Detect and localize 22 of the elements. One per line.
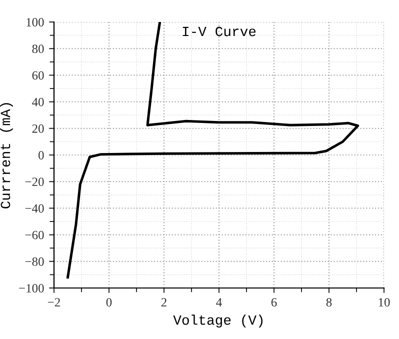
x-tick-label: −2 [48,298,60,306]
x-tick-label: 0 [106,298,112,307]
y-axis-title: Currrent (mA) [0,103,13,208]
x-tick-label: 10 [378,298,390,307]
chart-title: I-V Curve [182,26,256,36]
y-tick-label: 20 [32,124,44,133]
y-tick-label: 60 [32,71,44,80]
y-tick-label: 40 [32,98,44,106]
x-tick-label: 2 [161,298,166,306]
x-axis-title: Voltage (V) [173,314,263,328]
y-tick-label: 100 [26,18,44,26]
line-series [66,22,360,279]
y-tick-label: −100 [19,284,44,292]
y-tick-label: 80 [32,44,44,54]
y-tick-label: −80 [25,257,44,266]
y-tick-label: 0 [38,151,44,160]
x-tick-label: 6 [271,298,277,307]
y-tick-label: −60 [25,230,44,240]
y-tick-label: −40 [25,204,44,213]
x-tick-label: 4 [216,298,222,306]
y-tick-label: −20 [25,178,44,186]
x-tick-label: 8 [326,298,332,307]
